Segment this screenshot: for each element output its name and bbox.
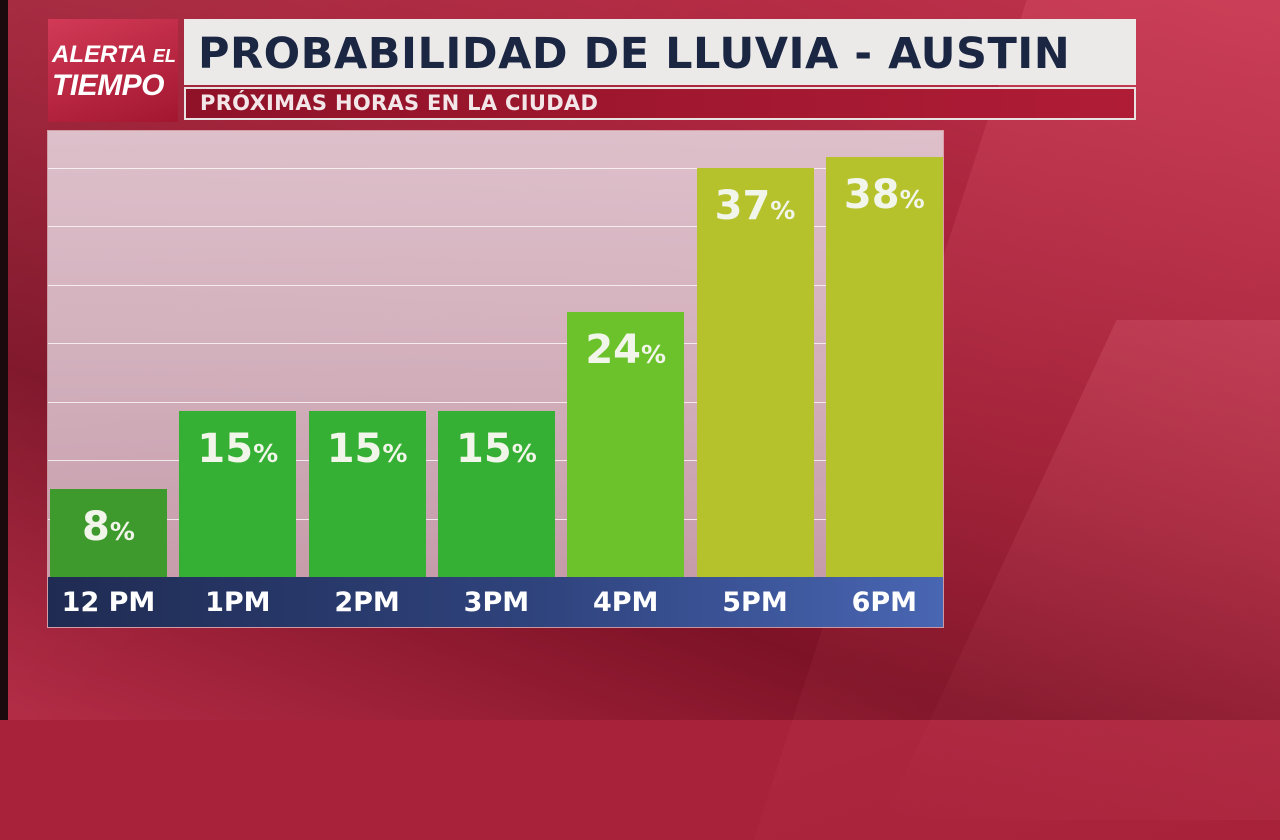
left-edge — [0, 0, 8, 720]
gridline — [48, 167, 943, 169]
bar-value-unit: % — [770, 196, 796, 226]
gridline — [48, 284, 943, 286]
bar-4pm: 24% — [567, 311, 685, 577]
bar-value-label: 8% — [82, 507, 135, 552]
bar-value-number: 38 — [843, 172, 900, 219]
bar-value-unit: % — [899, 185, 925, 215]
bar-12pm: 8% — [50, 488, 167, 577]
gridline — [48, 343, 943, 344]
logo-line1: ALERTA — [52, 41, 147, 68]
page-subtitle: PRÓXIMAS HORAS EN LA CIUDAD — [200, 91, 599, 115]
bar-value-number: 24 — [585, 326, 641, 373]
bar-value-label: 15% — [456, 429, 537, 474]
x-tick-label: 3PM — [463, 587, 530, 618]
x-tick-label: 5PM — [722, 587, 788, 618]
x-tick-label: 4PM — [592, 587, 659, 618]
logo-line2: TIEMPO — [52, 69, 165, 102]
bar-value-label: 15% — [327, 429, 408, 474]
bar-value-label: 37% — [715, 186, 796, 231]
bar-6pm: 38% — [825, 157, 943, 577]
rain-probability-chart: 8% 15% 15% 15% 24% 37% 38% 12 PM 1PM 2PM 3PM 4PM 5P… — [47, 130, 944, 628]
bar-value-unit: % — [109, 516, 135, 546]
page-title: PROBABILIDAD DE LLUVIA - AUSTIN — [198, 29, 1071, 79]
bar-value-label: 38% — [844, 175, 925, 220]
bar-value-unit: % — [511, 439, 537, 469]
bar-3pm: 15% — [437, 411, 555, 577]
bar-value-label: 24% — [585, 330, 666, 375]
gridline — [48, 226, 943, 227]
bar-2pm: 15% — [308, 411, 426, 577]
bar-value-label: 15% — [197, 429, 278, 474]
gridline — [48, 401, 943, 403]
x-tick-label: 1PM — [205, 587, 271, 618]
x-tick-label: 2PM — [334, 587, 400, 618]
bar-value-number: 15 — [456, 426, 512, 473]
title-banner: PROBABILIDAD DE LLUVIA - AUSTIN — [184, 19, 1136, 85]
x-tick-label: 6PM — [851, 587, 918, 618]
alerta-el-tiempo-logo: ALERTA EL TIEMPO — [48, 19, 178, 122]
x-tick-label: 12 PM — [61, 587, 156, 618]
bar-value-unit: % — [253, 439, 279, 469]
bar-value-number: 37 — [714, 183, 771, 230]
bar-5pm: 37% — [696, 168, 814, 577]
x-axis: 12 PM 1PM 2PM 3PM 4PM 5PM 6PM — [48, 577, 943, 627]
bar-1pm: 15% — [179, 411, 297, 577]
bar-value-unit: % — [640, 339, 667, 369]
logo-line1-small: EL — [152, 46, 176, 66]
bar-value-number: 15 — [326, 426, 383, 473]
plot-area: 8% 15% 15% 15% 24% 37% 38% — [48, 131, 943, 577]
bar-value-number: 15 — [197, 426, 254, 473]
bar-value-unit: % — [382, 439, 408, 469]
subtitle-banner: PRÓXIMAS HORAS EN LA CIUDAD — [184, 87, 1136, 120]
bar-value-number: 8 — [82, 503, 110, 550]
